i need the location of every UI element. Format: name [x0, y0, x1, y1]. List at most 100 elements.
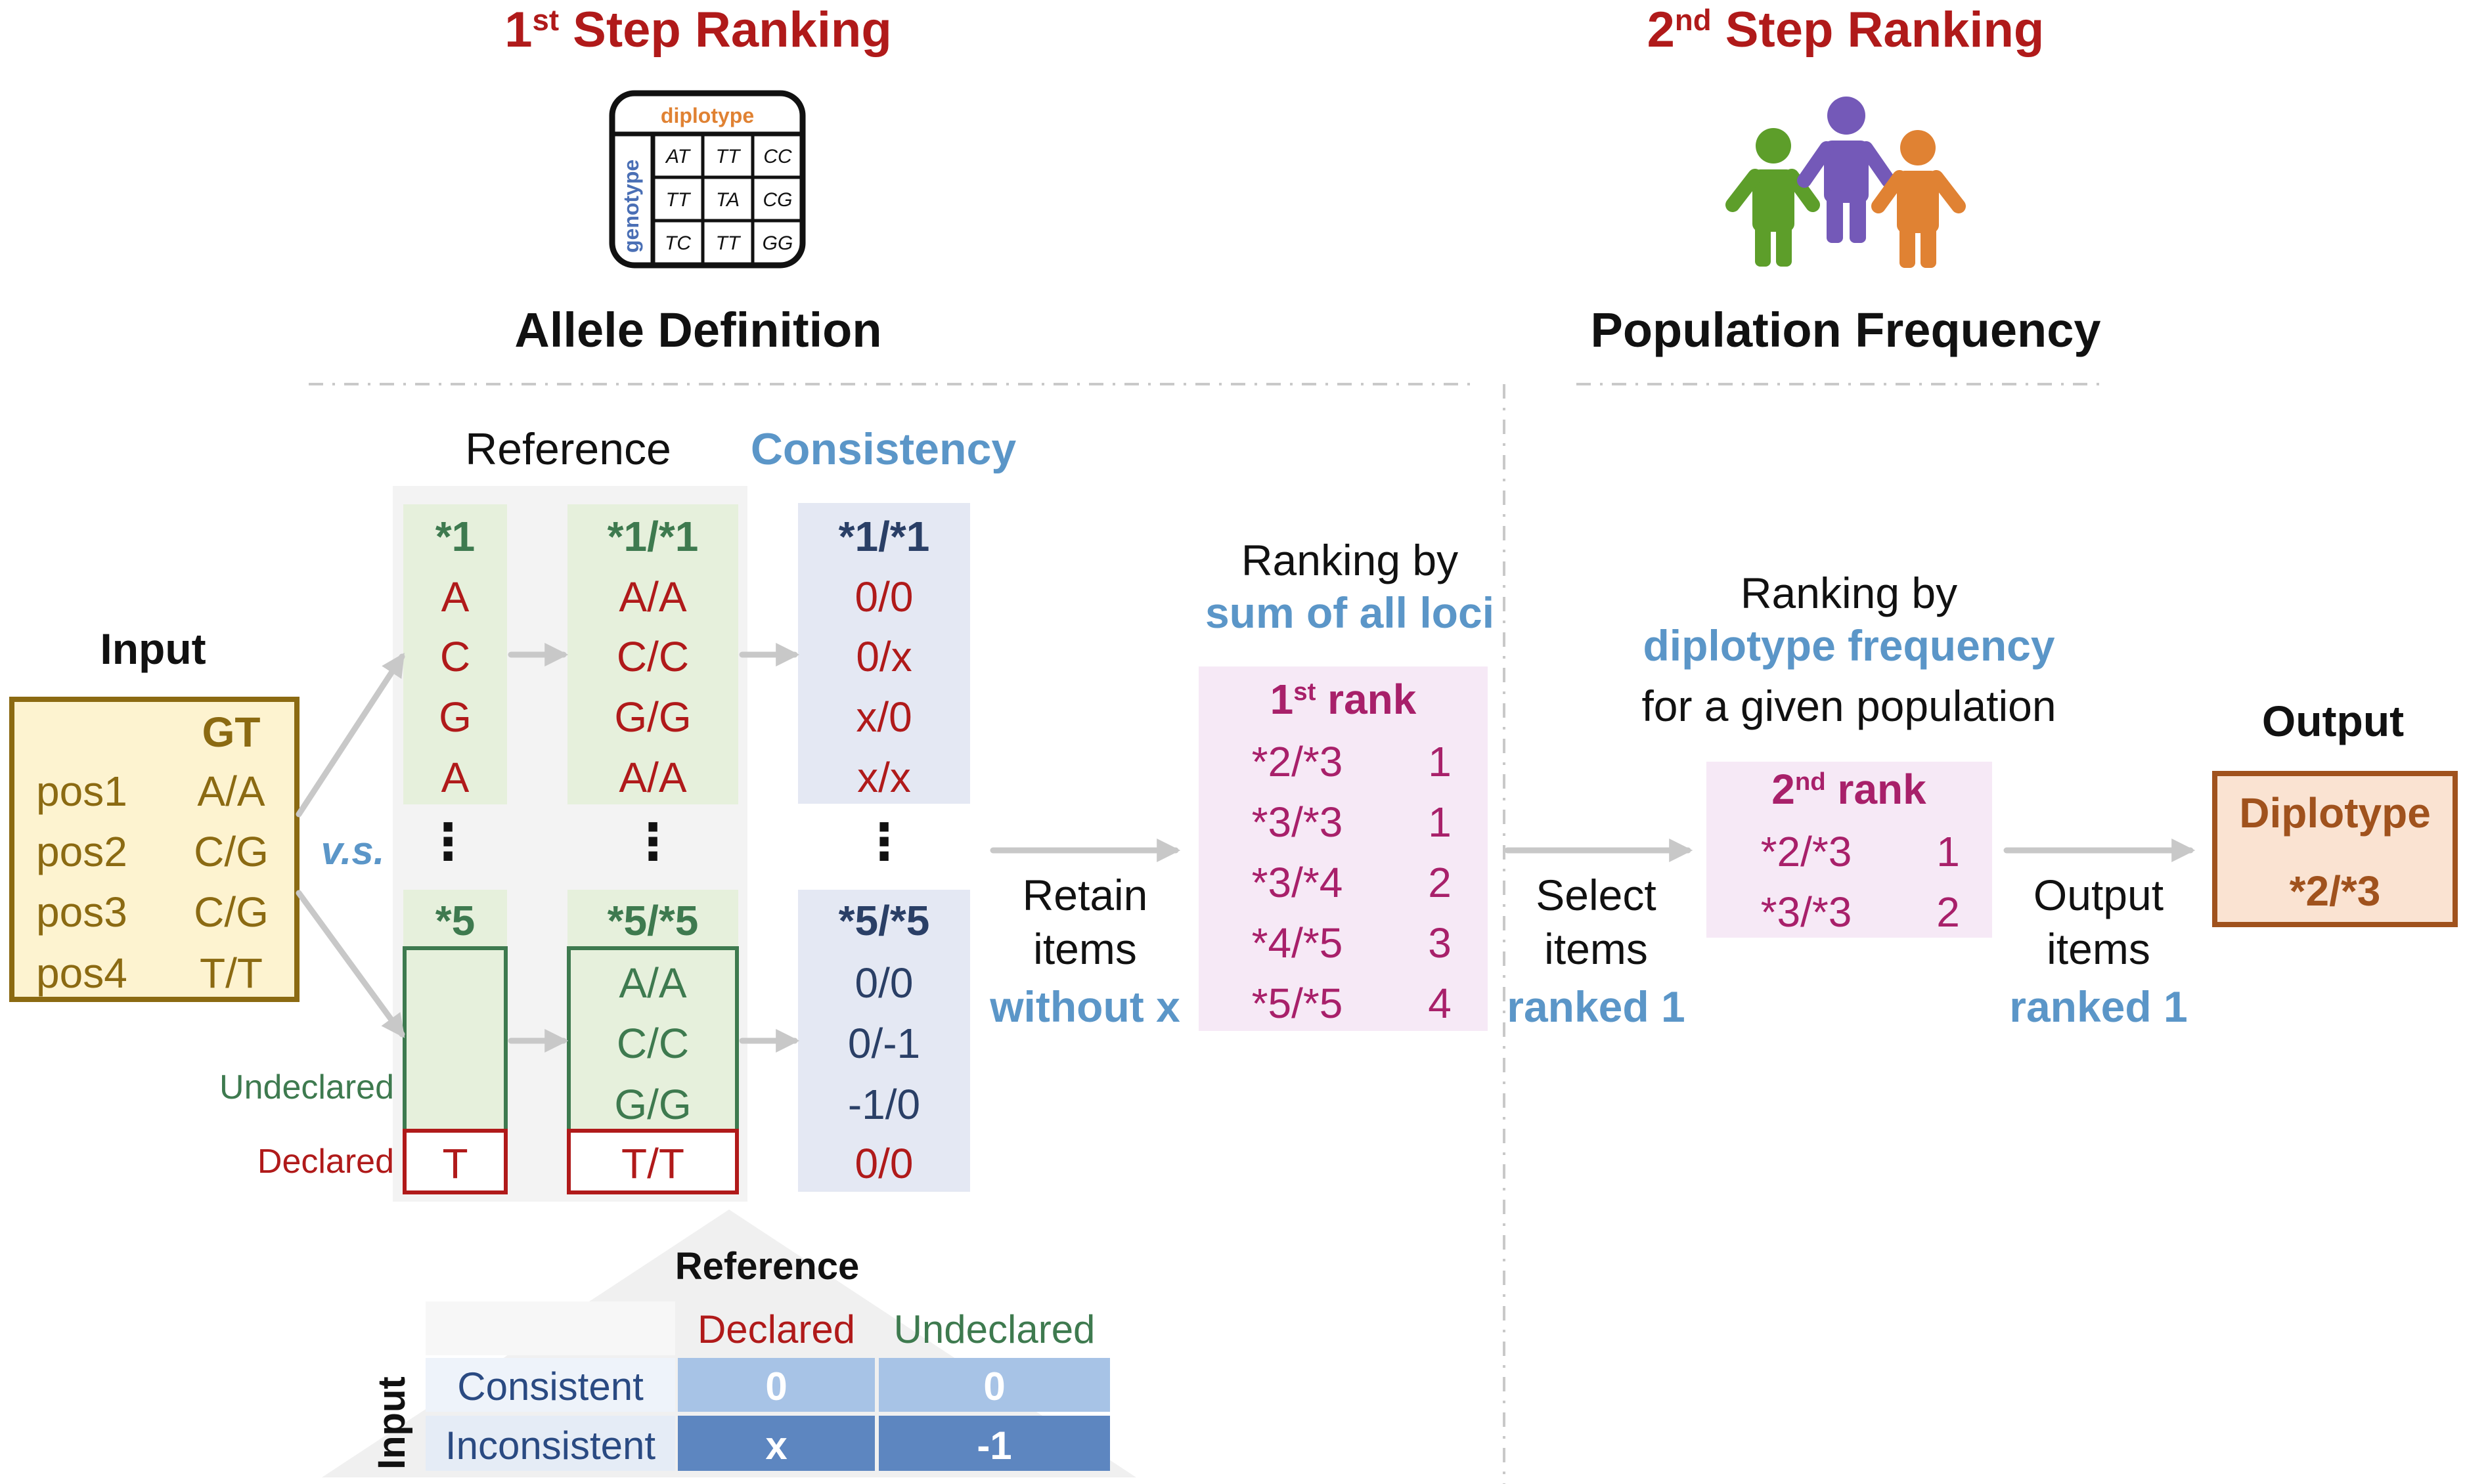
legend-reference-label: Reference	[675, 1245, 860, 1288]
allele-declared-value: T	[442, 1140, 468, 1187]
retain-line3: without x	[990, 982, 1180, 1031]
rank1-header-number: 1	[1270, 676, 1294, 723]
rank2-title2: diplotype frequency	[1643, 621, 2055, 670]
allele-top-value: G	[439, 693, 472, 741]
diplo-bottom-header-fill	[567, 890, 738, 946]
diplo-top-header: *1/*1	[607, 513, 699, 560]
legend-row-inconsistent-fill	[426, 1416, 675, 1471]
step2-title-number: 2	[1647, 2, 1675, 58]
output-diplotype-value: *2/*3	[2289, 867, 2381, 915]
diplo-top-value: A/A	[619, 754, 687, 801]
output-step-line3: ranked 1	[2009, 982, 2188, 1031]
input-row-pos: pos4	[36, 949, 127, 997]
diplo-bottom-value: A/A	[619, 959, 687, 1007]
rank1-row-rank: 1	[1428, 738, 1452, 785]
ellipsis-cons: ⋮	[859, 814, 909, 870]
arrow-input-to-top	[296, 652, 405, 818]
input-gt-header: GT	[202, 709, 261, 756]
legend-value-consistent-declared: 0	[765, 1364, 788, 1408]
cons-bottom-value: 0/-1	[847, 1020, 921, 1067]
legend-cell-1-0	[678, 1416, 875, 1471]
rank1-header-sup: st	[1293, 677, 1316, 706]
population-frequency-label: Population Frequency	[1590, 303, 2101, 357]
input-row-gt: T/T	[200, 949, 263, 997]
input-label: Input	[100, 624, 206, 673]
rank1-box	[1199, 666, 1488, 1031]
legend-cell-0-1	[879, 1358, 1110, 1412]
allele-top-value: A	[441, 754, 470, 801]
cons-top-value: 0/x	[856, 633, 912, 680]
icon-table-cell: TT	[715, 232, 740, 254]
rank1-row-rank: 3	[1428, 919, 1452, 967]
legend-col-declared: Declared	[697, 1307, 856, 1351]
step2-title-sup: nd	[1674, 3, 1712, 37]
rank2-row-rank: 1	[1936, 828, 1960, 875]
rank1-row-diplotype: *5/*5	[1251, 980, 1343, 1027]
step1-title-number: 1	[504, 2, 533, 58]
ellipsis-diplo: ⋮	[628, 814, 678, 870]
cons-bottom-fill	[798, 890, 970, 1192]
allele-top-header: *1	[435, 513, 476, 560]
output-diplotype-label: Diplotype	[2239, 789, 2431, 837]
diplo-top-value: A/A	[619, 573, 687, 621]
allele-bottom-header-fill	[403, 890, 507, 946]
input-row-pos: pos3	[36, 888, 127, 936]
rank1-header-text: rank	[1316, 676, 1417, 723]
diplo-top-value: C/C	[616, 633, 690, 680]
select-line3: ranked 1	[1507, 982, 1685, 1031]
input-row-gt: C/G	[194, 888, 269, 936]
icon-table-cell: AT	[665, 146, 690, 167]
legend-value-inconsistent-declared: x	[765, 1424, 788, 1468]
arrow-input-to-bottom	[296, 890, 405, 1038]
input-row-pos: pos2	[36, 828, 127, 875]
legend-header-row-fill	[426, 1301, 675, 1355]
rank2-header: 2nd rank	[1771, 768, 1926, 810]
allele-definition-label: Allele Definition	[514, 303, 882, 357]
rank1-title2: sum of all loci	[1205, 588, 1495, 637]
cons-bottom-header: *5/*5	[838, 897, 930, 944]
rank2-row-diplotype: *3/*3	[1760, 888, 1852, 936]
select-line1: Select	[1536, 871, 1656, 919]
output-step-line1: Output	[2033, 871, 2164, 919]
icon-table-side-label: genotype	[619, 159, 643, 253]
consistency-label: Consistency	[750, 424, 1017, 474]
legend-row-consistent-fill	[426, 1358, 675, 1412]
step2-title: 2nd Step Ranking	[1647, 5, 2045, 55]
rank2-title3: for a given population	[1641, 682, 2056, 730]
icon-table-cell: GG	[762, 232, 793, 254]
icon-table-cell: CG	[763, 189, 793, 211]
icon-table-header: diplotype	[660, 104, 755, 127]
ellipsis-allele: ⋮	[423, 814, 473, 870]
cons-top-value: x/x	[857, 754, 911, 801]
cons-bottom-value: 0/0	[855, 1140, 914, 1187]
legend-cell-0-0	[678, 1358, 875, 1412]
rank1-row-diplotype: *4/*5	[1251, 919, 1343, 967]
diplo-bottom-header: *5/*5	[607, 897, 699, 944]
undeclared-label: Undeclared	[219, 1068, 394, 1106]
legend-value-consistent-undeclared: 0	[983, 1364, 1006, 1408]
rank2-title1: Ranking by	[1740, 569, 1958, 617]
diplo-top-value: G/G	[614, 693, 692, 741]
rank2-row-diplotype: *2/*3	[1760, 828, 1852, 875]
diplo-declared-box	[567, 1129, 739, 1194]
rank1-row-rank: 2	[1428, 859, 1452, 906]
icon-table-cell: TC	[665, 232, 691, 254]
input-row-gt: A/A	[197, 768, 265, 815]
allele-definition-icon	[609, 90, 806, 269]
cons-top-fill	[798, 503, 970, 804]
input-box	[9, 697, 300, 1002]
rank2-box	[1706, 762, 1992, 938]
retain-line2: items	[1033, 925, 1137, 973]
input-row-pos: pos1	[36, 768, 127, 815]
output-step-line2: items	[2047, 925, 2150, 973]
icon-table-cell: CC	[763, 146, 792, 167]
legend-input-label: Input	[370, 1376, 413, 1470]
legend-value-inconsistent-undeclared: -1	[977, 1424, 1012, 1468]
cons-top-header: *1/*1	[838, 513, 930, 560]
population-people-icon	[1725, 97, 1966, 268]
output-label: Output	[2261, 697, 2405, 745]
retain-line1: Retain	[1022, 871, 1148, 919]
cons-top-value: x/0	[856, 693, 912, 741]
select-line2: items	[1544, 925, 1648, 973]
